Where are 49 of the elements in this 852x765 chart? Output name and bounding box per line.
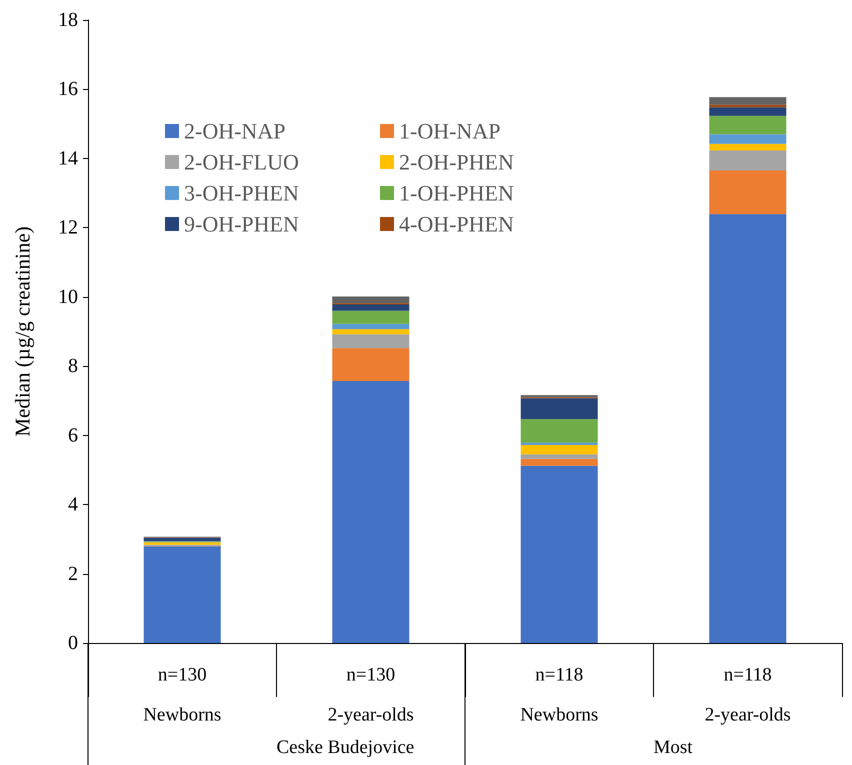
- bar: [332, 310, 410, 324]
- bar: [144, 546, 221, 643]
- legend-label: 2-OH-PHEN: [399, 150, 514, 174]
- x-tick-label: n=118 Newborns: [520, 664, 598, 726]
- bar: [709, 150, 786, 171]
- y-tick-label: 12: [58, 216, 78, 239]
- y-tick-label: 8: [68, 355, 78, 378]
- bar: [520, 458, 598, 466]
- text: Ceske Budejovice: [276, 737, 414, 758]
- y-tick-label: 14: [58, 147, 78, 170]
- bar: [709, 134, 786, 144]
- bar: [332, 334, 410, 348]
- bar: [520, 454, 598, 459]
- text: Most: [653, 737, 694, 758]
- bar: [332, 304, 410, 311]
- x-tick-label: n=118 2-year-olds: [704, 664, 791, 726]
- bar: [520, 445, 598, 454]
- y-tick-label: 18: [58, 9, 78, 31]
- bar: [520, 442, 598, 446]
- y-tick-label: 4: [68, 494, 78, 516]
- bar: [332, 296, 410, 304]
- bar: [709, 170, 786, 214]
- legend-label: 2-OH-FLUO: [184, 150, 299, 174]
- bar: [520, 466, 598, 643]
- legend-label: 1-OH-PHEN: [399, 180, 514, 206]
- bar: [332, 380, 410, 643]
- y-axis-title: Median (µg/g creatinine): [10, 226, 34, 437]
- bar: [332, 348, 410, 381]
- legend-label: 9-OH-PHEN: [184, 212, 299, 236]
- y-tick-label: 10: [58, 286, 78, 308]
- x-tick-label: n=130 2-year-olds: [328, 664, 414, 726]
- bar: [709, 116, 786, 134]
- legend-label: 1-OH-NAP: [399, 118, 500, 144]
- bar: [709, 144, 786, 150]
- y-tick-label: 16: [58, 78, 78, 100]
- bar: [520, 419, 598, 443]
- y-tick-label: 2: [68, 562, 78, 585]
- legend-label: 2-OH-NAP: [184, 118, 286, 144]
- bar: [709, 107, 786, 116]
- bar: [709, 97, 786, 105]
- bar: [332, 324, 410, 330]
- y-tick-label: 0: [68, 632, 78, 654]
- legend-label: 4-OH-PHEN: [399, 212, 514, 236]
- bar: [520, 398, 598, 420]
- bar: [332, 329, 410, 334]
- legend-label: 3-OH-PHEN: [184, 180, 299, 206]
- x-tick-label: n=130 Newborns: [143, 664, 222, 726]
- y-tick-label: 6: [68, 424, 78, 446]
- bar: [709, 214, 786, 643]
